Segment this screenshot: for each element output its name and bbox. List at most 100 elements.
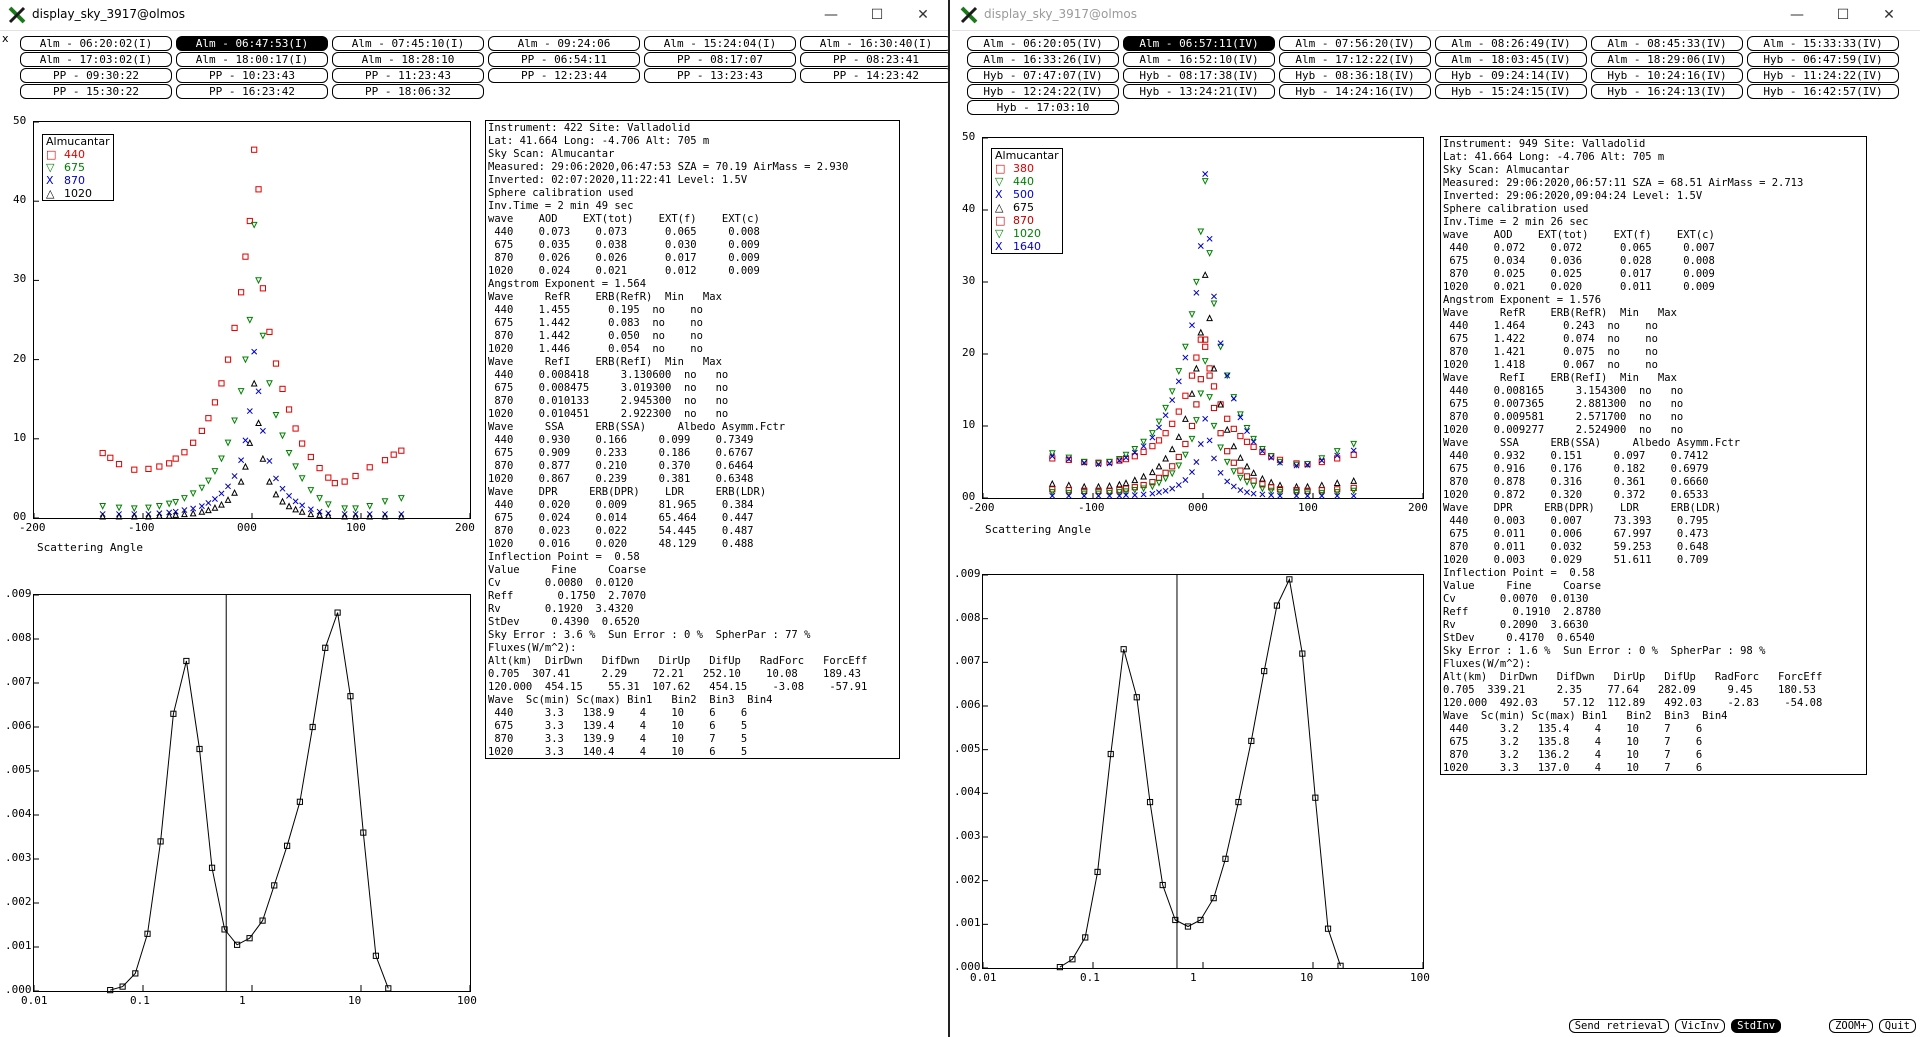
scan-button[interactable]: PP - 13:23:43 — [644, 68, 796, 83]
corner-close-icon[interactable]: x — [2, 32, 9, 45]
minimize-button[interactable]: — — [1790, 7, 1804, 23]
data-point — [1304, 461, 1311, 468]
scan-button[interactable]: Hyb - 06:47:59(IV) — [1747, 52, 1899, 67]
data-point — [1259, 448, 1266, 455]
scan-button[interactable]: Alm - 18:03:45(IV) — [1435, 52, 1587, 67]
data-point — [1192, 278, 1200, 286]
scan-button[interactable]: Alm - 06:20:05(IV) — [967, 36, 1119, 51]
scan-button[interactable]: PP - 18:06:32 — [332, 84, 484, 99]
data-point — [1224, 372, 1231, 379]
scan-button[interactable]: Alm - 16:33:26(IV) — [967, 52, 1119, 67]
info-line: Sphere calibration used — [1443, 203, 1589, 215]
scan-button[interactable]: Alm - 17:03:02(I) — [20, 52, 172, 67]
data-point — [381, 498, 389, 506]
scan-button[interactable]: Hyb - 09:24:14(IV) — [1435, 68, 1587, 83]
data-point — [1189, 322, 1195, 329]
scan-button[interactable]: Hyb - 08:17:38(IV) — [1123, 68, 1275, 83]
data-point — [237, 388, 245, 395]
data-point — [172, 511, 180, 518]
scan-button[interactable]: Hyb - 14:24:16(IV) — [1279, 84, 1431, 99]
scan-button[interactable]: Alm - 07:45:10(I) — [332, 36, 484, 51]
info-line: Angstrom Exponent = 1.564 — [488, 278, 647, 290]
scan-button[interactable]: Alm - 16:52:10(IV) — [1123, 52, 1275, 67]
scan-button[interactable]: Alm - 15:24:04(I) — [644, 36, 796, 51]
scan-button[interactable]: Alm - 06:47:53(I) — [176, 36, 328, 51]
send-retrieval-button[interactable]: Send retrieval — [1568, 1019, 1670, 1033]
stdinv-button[interactable]: StdInv — [1731, 1019, 1782, 1033]
scan-button[interactable]: PP - 12:23:44 — [488, 68, 640, 83]
scan-button[interactable]: Hyb - 17:03:10 — [967, 100, 1119, 115]
scan-button[interactable]: Hyb - 16:24:13(IV) — [1591, 84, 1743, 99]
data-point — [119, 983, 126, 990]
scan-button[interactable]: Hyb - 16:42:57(IV) — [1747, 84, 1899, 99]
data-point — [1048, 479, 1056, 487]
close-button[interactable]: ✕ — [1883, 7, 1895, 23]
scan-button[interactable]: Alm - 15:33:33(IV) — [1747, 36, 1899, 51]
data-point — [397, 495, 405, 502]
left-sky-xlabel: Scattering Angle — [37, 541, 143, 554]
y-tick-label: .001 — [954, 916, 981, 930]
window-title: display_sky_3917@olmos — [32, 7, 185, 21]
scan-button[interactable]: Alm - 08:26:49(IV) — [1435, 36, 1587, 51]
scan-button[interactable]: Hyb - 11:24:22(IV) — [1747, 68, 1899, 83]
data-point — [1169, 463, 1176, 470]
scan-button[interactable]: PP - 08:17:07 — [644, 52, 796, 67]
maximize-button[interactable]: ☐ — [870, 7, 884, 23]
info-line: 120.000 492.03 57.12 112.89 492.03 -2.83… — [1443, 697, 1823, 709]
scan-button[interactable]: PP - 11:23:43 — [332, 68, 484, 83]
legend-item: △ 675 — [995, 201, 1059, 214]
data-point — [284, 842, 291, 849]
vicinv-button[interactable]: VicInv — [1675, 1019, 1726, 1033]
scan-button[interactable]: Hyb - 07:47:07(IV) — [967, 68, 1119, 83]
scan-button[interactable]: Hyb - 08:36:18(IV) — [1279, 68, 1431, 83]
scan-button[interactable]: Alm - 06:20:02(I) — [20, 36, 172, 51]
data-point — [298, 475, 306, 483]
data-point — [341, 478, 348, 485]
data-point — [1193, 289, 1200, 296]
info-line: 1020 3.3 137.0 4 10 7 6 — [1443, 762, 1703, 774]
x-tick-label: -200 — [19, 521, 46, 534]
data-point — [165, 500, 173, 508]
scan-button[interactable]: Alm - 09:24:06 — [488, 36, 640, 51]
info-line: Alt(km) DirDwn DifDwn DirUp DifUp RadFor… — [1443, 671, 1823, 683]
x-tick-label: 1 — [1190, 971, 1197, 984]
scan-button[interactable]: Alm - 08:45:33(IV) — [1591, 36, 1743, 51]
scan-button[interactable]: Hyb - 13:24:21(IV) — [1123, 84, 1275, 99]
scan-button[interactable]: Hyb - 12:24:22(IV) — [967, 84, 1119, 99]
data-point — [1217, 340, 1224, 347]
data-point — [198, 503, 205, 510]
scan-button[interactable]: Alm - 06:57:11(IV) — [1123, 36, 1275, 51]
scan-button[interactable]: PP - 14:23:42 — [800, 68, 948, 83]
info-line: 440 0.932 0.151 0.097 0.7412 — [1443, 450, 1709, 462]
data-point — [1049, 453, 1056, 460]
scan-button[interactable]: Hyb - 10:24:16(IV) — [1591, 68, 1743, 83]
info-line: 675 0.024 0.014 65.464 0.447 — [488, 512, 754, 524]
data-point — [1184, 923, 1192, 930]
scan-button[interactable]: PP - 06:54:11 — [488, 52, 640, 67]
scan-button[interactable]: PP - 08:23:41 — [800, 52, 948, 67]
data-point — [1120, 646, 1127, 653]
scan-button[interactable]: Alm - 16:30:40(I) — [800, 36, 948, 51]
data-point — [1149, 434, 1156, 441]
scan-button[interactable]: Alm - 18:29:06(IV) — [1591, 52, 1743, 67]
close-button[interactable]: ✕ — [917, 7, 929, 23]
zoom-button[interactable]: ZOOM+ — [1829, 1019, 1873, 1033]
scan-button[interactable]: PP - 15:30:22 — [20, 84, 172, 99]
scan-button[interactable]: Alm - 18:28:10 — [332, 52, 484, 67]
left-sky-legend: Almucantar □ 440 ▽ 675 X 870 △ 1020 — [42, 134, 114, 201]
quit-button[interactable]: Quit — [1878, 1019, 1916, 1033]
data-point — [1140, 472, 1148, 480]
scan-button[interactable]: PP - 16:23:42 — [176, 84, 328, 99]
scan-button[interactable]: Alm - 18:00:17(I) — [176, 52, 328, 67]
x-tick-label: 0.01 — [21, 994, 48, 1007]
scan-button[interactable]: Alm - 07:56:20(IV) — [1279, 36, 1431, 51]
data-point — [1169, 397, 1176, 404]
minimize-button[interactable]: — — [824, 7, 838, 23]
scan-button[interactable]: Hyb - 15:24:15(IV) — [1435, 84, 1587, 99]
scan-button[interactable]: Alm - 17:12:22(IV) — [1279, 52, 1431, 67]
data-point — [292, 425, 299, 432]
scan-button[interactable]: PP - 09:30:22 — [20, 68, 172, 83]
maximize-button[interactable]: ☐ — [1836, 7, 1850, 23]
data-point — [224, 356, 232, 363]
scan-button[interactable]: PP - 10:23:43 — [176, 68, 328, 83]
